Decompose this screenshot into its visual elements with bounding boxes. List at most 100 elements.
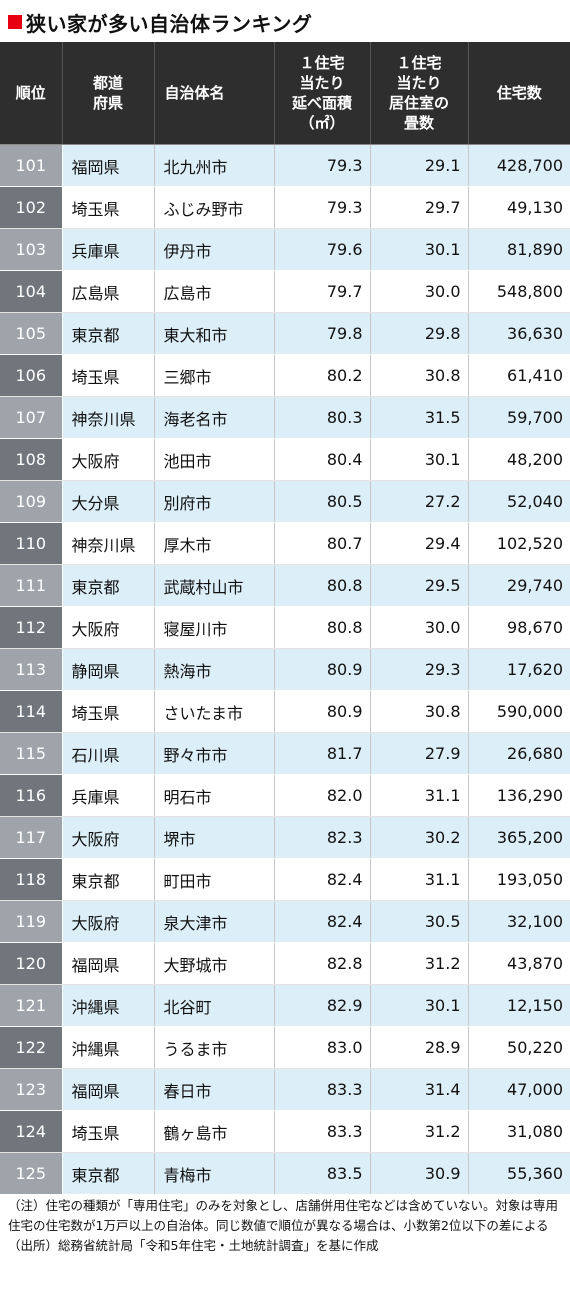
prefecture-cell: 沖縄県 xyxy=(62,1026,155,1069)
tatami-cell: 31.1 xyxy=(370,858,469,901)
floor-area-cell: 80.3 xyxy=(274,396,371,439)
rank-cell: 125 xyxy=(0,1152,63,1195)
rank-cell: 105 xyxy=(0,312,63,355)
tatami-cell: 30.8 xyxy=(370,354,469,397)
rank-cell: 107 xyxy=(0,396,63,439)
source-text: （出所）総務省統計局「令和5年住宅・土地統計調査」を基に作成 xyxy=(8,1238,379,1253)
tatami-cell: 30.8 xyxy=(370,690,469,733)
prefecture-cell: 東京都 xyxy=(62,312,155,355)
rank-cell: 106 xyxy=(0,354,63,397)
prefecture-cell: 大阪府 xyxy=(62,606,155,649)
municipality-cell: 北谷町 xyxy=(154,984,275,1027)
municipality-cell: 寝屋川市 xyxy=(154,606,275,649)
municipality-cell: 伊丹市 xyxy=(154,228,275,271)
municipality-cell: 海老名市 xyxy=(154,396,275,439)
floor-area-cell: 81.7 xyxy=(274,732,371,775)
table-row: 125 東京都 青梅市 83.5 30.9 55,360 xyxy=(0,1152,570,1195)
prefecture-cell: 埼玉県 xyxy=(62,1110,155,1153)
prefecture-cell: 東京都 xyxy=(62,1152,155,1195)
table-row: 120 福岡県 大野城市 82.8 31.2 43,870 xyxy=(0,942,570,985)
tatami-cell: 30.5 xyxy=(370,900,469,943)
housing-count-cell: 50,220 xyxy=(468,1026,570,1069)
municipality-cell: 広島市 xyxy=(154,270,275,313)
table-row: 104 広島県 広島市 79.7 30.0 548,800 xyxy=(0,270,570,313)
municipality-cell: 町田市 xyxy=(154,858,275,901)
prefecture-cell: 沖縄県 xyxy=(62,984,155,1027)
prefecture-cell: 大分県 xyxy=(62,480,155,523)
floor-area-cell: 82.8 xyxy=(274,942,371,985)
floor-area-cell: 80.2 xyxy=(274,354,371,397)
tatami-cell: 30.1 xyxy=(370,438,469,481)
housing-count-cell: 31,080 xyxy=(468,1110,570,1153)
floor-area-cell: 80.9 xyxy=(274,648,371,691)
rank-cell: 103 xyxy=(0,228,63,271)
prefecture-cell: 大阪府 xyxy=(62,438,155,481)
table-row: 101 福岡県 北九州市 79.3 29.1 428,700 xyxy=(0,144,570,187)
prefecture-cell: 東京都 xyxy=(62,858,155,901)
rank-cell: 113 xyxy=(0,648,63,691)
prefecture-cell: 埼玉県 xyxy=(62,186,155,229)
floor-area-cell: 80.8 xyxy=(274,606,371,649)
table-row: 119 大阪府 泉大津市 82.4 30.5 32,100 xyxy=(0,900,570,943)
housing-count-cell: 61,410 xyxy=(468,354,570,397)
prefecture-cell: 埼玉県 xyxy=(62,354,155,397)
municipality-cell: ふじみ野市 xyxy=(154,186,275,229)
rank-cell: 102 xyxy=(0,186,63,229)
tatami-cell: 30.0 xyxy=(370,606,469,649)
table-row: 103 兵庫県 伊丹市 79.6 30.1 81,890 xyxy=(0,228,570,271)
rank-cell: 116 xyxy=(0,774,63,817)
rank-cell: 114 xyxy=(0,690,63,733)
tatami-cell: 30.1 xyxy=(370,984,469,1027)
table-row: 109 大分県 別府市 80.5 27.2 52,040 xyxy=(0,480,570,523)
floor-area-cell: 83.3 xyxy=(274,1110,371,1153)
tatami-cell: 27.9 xyxy=(370,732,469,775)
prefecture-cell: 福岡県 xyxy=(62,942,155,985)
floor-area-cell: 83.0 xyxy=(274,1026,371,1069)
floor-area-cell: 80.5 xyxy=(274,480,371,523)
municipality-cell: 鶴ヶ島市 xyxy=(154,1110,275,1153)
tatami-cell: 27.2 xyxy=(370,480,469,523)
table-row: 114 埼玉県 さいたま市 80.9 30.8 590,000 xyxy=(0,690,570,733)
prefecture-cell: 静岡県 xyxy=(62,648,155,691)
rank-cell: 122 xyxy=(0,1026,63,1069)
housing-count-cell: 29,740 xyxy=(468,564,570,607)
table-header-row: 順位 都道 府県 自治体名 １住宅 当たり 延べ面積 （㎡） １住宅 当たり 居… xyxy=(0,42,570,145)
prefecture-cell: 福岡県 xyxy=(62,1068,155,1111)
housing-count-cell: 26,680 xyxy=(468,732,570,775)
housing-count-cell: 193,050 xyxy=(468,858,570,901)
floor-area-cell: 82.9 xyxy=(274,984,371,1027)
municipality-cell: さいたま市 xyxy=(154,690,275,733)
rank-cell: 123 xyxy=(0,1068,63,1111)
floor-area-cell: 80.9 xyxy=(274,690,371,733)
floor-area-cell: 83.3 xyxy=(274,1068,371,1111)
ranking-table: 順位 都道 府県 自治体名 １住宅 当たり 延べ面積 （㎡） １住宅 当たり 居… xyxy=(0,42,570,1195)
housing-count-cell: 12,150 xyxy=(468,984,570,1027)
rank-cell: 110 xyxy=(0,522,63,565)
table-row: 118 東京都 町田市 82.4 31.1 193,050 xyxy=(0,858,570,901)
housing-count-cell: 428,700 xyxy=(468,144,570,187)
rank-cell: 109 xyxy=(0,480,63,523)
housing-count-cell: 49,130 xyxy=(468,186,570,229)
table-row: 107 神奈川県 海老名市 80.3 31.5 59,700 xyxy=(0,396,570,439)
prefecture-cell: 神奈川県 xyxy=(62,396,155,439)
floor-area-cell: 79.6 xyxy=(274,228,371,271)
prefecture-cell: 大阪府 xyxy=(62,900,155,943)
municipality-cell: 青梅市 xyxy=(154,1152,275,1195)
housing-count-cell: 365,200 xyxy=(468,816,570,859)
housing-count-cell: 81,890 xyxy=(468,228,570,271)
header-housing-count: 住宅数 xyxy=(468,42,570,145)
floor-area-cell: 80.7 xyxy=(274,522,371,565)
housing-count-cell: 36,630 xyxy=(468,312,570,355)
municipality-cell: 春日市 xyxy=(154,1068,275,1111)
rank-cell: 104 xyxy=(0,270,63,313)
municipality-cell: 厚木市 xyxy=(154,522,275,565)
tatami-cell: 31.5 xyxy=(370,396,469,439)
table-row: 108 大阪府 池田市 80.4 30.1 48,200 xyxy=(0,438,570,481)
rank-cell: 108 xyxy=(0,438,63,481)
tatami-cell: 30.1 xyxy=(370,228,469,271)
housing-count-cell: 52,040 xyxy=(468,480,570,523)
header-tatami: １住宅 当たり 居住室の 畳数 xyxy=(370,42,469,145)
rank-cell: 117 xyxy=(0,816,63,859)
housing-count-cell: 590,000 xyxy=(468,690,570,733)
note-text: （注）住宅の種類が「専用住宅」のみを対象とし、店舗併用住宅などは含めていない。対… xyxy=(8,1198,559,1233)
